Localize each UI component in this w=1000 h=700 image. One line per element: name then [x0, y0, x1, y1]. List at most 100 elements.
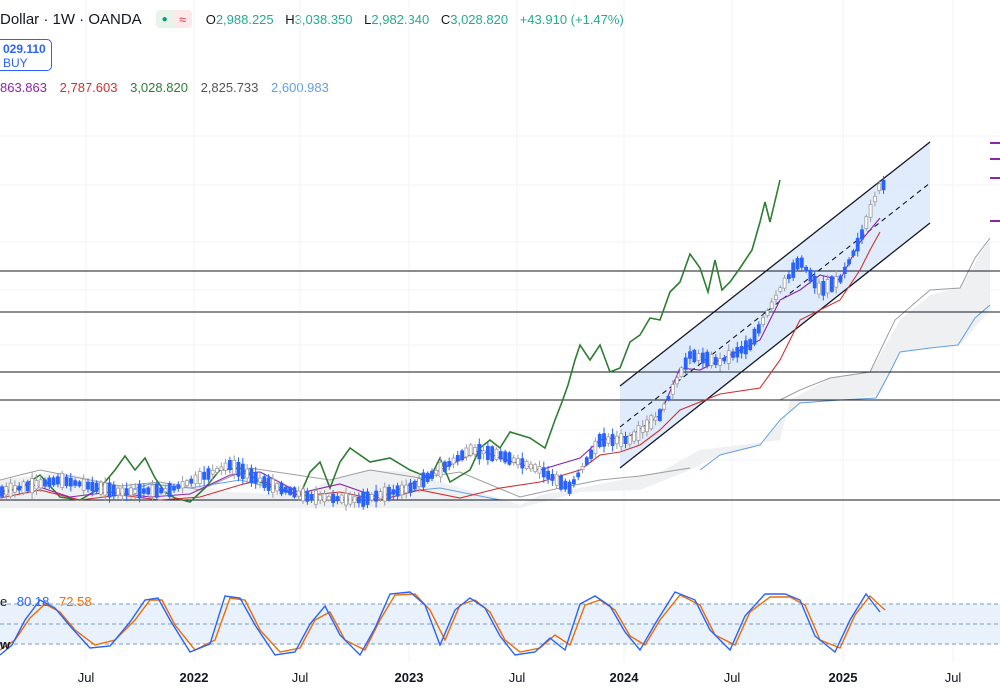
candle-body	[103, 482, 108, 496]
candle-body	[258, 477, 262, 483]
close-label: C	[440, 11, 451, 27]
candle-body	[184, 480, 189, 486]
candle-body	[666, 396, 671, 400]
xaxis-tick: Jul	[77, 670, 95, 685]
candle-body	[791, 262, 796, 278]
candle-body	[589, 449, 593, 459]
open-value: 2,988.225	[215, 11, 274, 27]
candle-body	[73, 480, 77, 486]
candle-body	[219, 466, 224, 471]
candle-body	[533, 464, 538, 473]
dot-icon[interactable]: ●	[155, 10, 174, 28]
candle-body	[658, 409, 662, 421]
candle-body	[541, 467, 546, 478]
candle-body	[830, 276, 834, 292]
status-pills[interactable]: ● ≈	[155, 10, 192, 28]
ichimoku-cloud	[0, 238, 990, 508]
candle-body	[537, 466, 542, 474]
candle-body	[56, 476, 60, 485]
candle-body	[344, 492, 348, 506]
candle-body	[524, 460, 529, 469]
xaxis-tick: Jul	[508, 670, 526, 685]
symbol-title[interactable]: Dollar · 1W · OANDA	[0, 10, 142, 28]
candle-body	[821, 281, 826, 296]
buy-label: BUY	[3, 56, 28, 70]
candle-body	[842, 266, 847, 274]
candle-body	[313, 490, 318, 505]
grid-lines	[0, 0, 1000, 662]
candle-body	[395, 485, 400, 497]
candle-body	[735, 346, 740, 358]
candle-body	[382, 486, 387, 502]
approx-icon[interactable]: ≈	[173, 10, 192, 28]
candle-body	[597, 433, 602, 447]
stoch-k-value: 80.18	[16, 594, 50, 609]
candle-body	[498, 451, 503, 460]
candle-body	[227, 459, 232, 471]
candle-body	[210, 469, 215, 475]
tenkan-line	[0, 217, 881, 499]
candle-body	[154, 483, 159, 498]
candle-body	[99, 481, 103, 495]
candle-body	[640, 426, 645, 433]
candle-body	[279, 482, 284, 495]
candle-body	[696, 353, 701, 361]
candle-body	[240, 463, 245, 480]
candle-body	[146, 487, 151, 495]
kijun-line	[0, 231, 881, 501]
candle-body	[460, 450, 465, 461]
candle-body	[438, 461, 443, 478]
horizontal-levels[interactable]	[0, 270, 1000, 501]
candlesticks[interactable]	[0, 176, 886, 511]
candle-body	[731, 351, 735, 358]
candle-body	[503, 451, 508, 463]
candle-body	[464, 447, 469, 458]
candle-body	[860, 229, 864, 240]
candle-body	[30, 478, 35, 494]
candle-body	[8, 482, 13, 498]
candle-body	[670, 384, 675, 395]
high-value: 3,038.350	[294, 11, 353, 27]
candle-body	[129, 487, 133, 496]
candle-body	[47, 477, 52, 487]
candle-body	[404, 484, 409, 494]
candle-body	[619, 433, 624, 447]
candle-body	[21, 481, 26, 494]
candle-body	[713, 357, 718, 365]
candle-body	[744, 340, 748, 355]
candle-body	[176, 484, 181, 489]
candle-body	[864, 216, 869, 229]
candle-body	[223, 462, 228, 471]
candle-body	[705, 351, 710, 367]
candle-body	[636, 425, 641, 441]
candle-body	[632, 431, 636, 442]
candle-body	[249, 468, 254, 484]
candle-body	[305, 490, 310, 502]
price-marks	[990, 142, 1000, 222]
candle-body	[873, 195, 877, 203]
candle-body	[348, 494, 353, 505]
candle-body	[752, 328, 757, 345]
candle-body	[769, 301, 774, 309]
candle-body	[795, 258, 800, 270]
candle-body	[116, 487, 120, 496]
candle-body	[270, 478, 275, 494]
ohlc-readout: O2,988.225 H3,038.350 L2,982.340 C3,028.…	[206, 12, 624, 27]
candle-body	[623, 436, 628, 444]
time-axis[interactable]: Jul 2022 Jul 2023 Jul 2024 Jul 2025 Jul	[0, 664, 1000, 694]
candle-body	[709, 354, 714, 366]
candle-body	[722, 357, 727, 362]
candle-body	[451, 457, 456, 465]
candle-body	[701, 352, 705, 364]
candle-body	[120, 487, 125, 497]
stoch-k-line	[0, 591, 881, 657]
xaxis-tick: Jul	[723, 670, 741, 685]
candle-body	[335, 496, 340, 502]
buy-button[interactable]: 029.110 BUY	[0, 39, 52, 71]
candle-body	[576, 472, 581, 478]
stoch-label: e	[0, 594, 8, 609]
candle-body	[808, 269, 813, 282]
candle-body	[391, 489, 396, 495]
candle-body	[718, 358, 722, 366]
